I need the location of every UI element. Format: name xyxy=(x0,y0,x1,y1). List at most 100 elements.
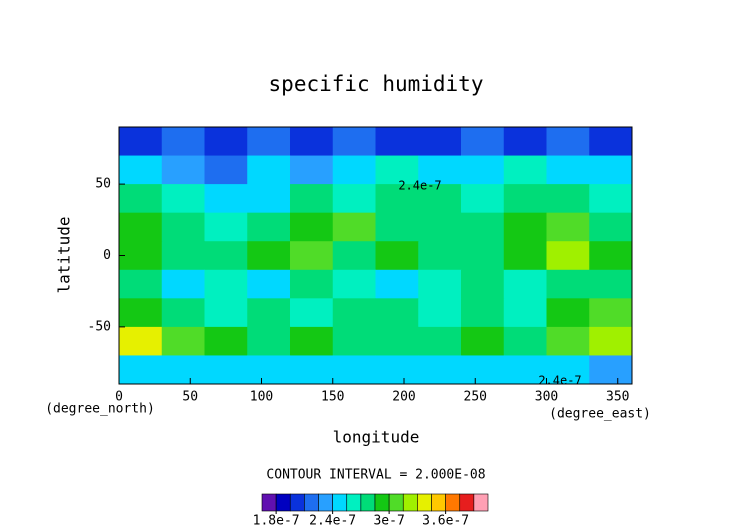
cell xyxy=(332,155,376,185)
cell xyxy=(546,326,590,356)
cell xyxy=(418,212,462,242)
cell xyxy=(247,127,291,157)
cell xyxy=(589,355,633,385)
cell xyxy=(332,241,376,271)
cell xyxy=(418,326,462,356)
cell xyxy=(204,298,248,328)
cell xyxy=(161,269,205,299)
cell xyxy=(461,298,505,328)
cell xyxy=(375,212,419,242)
cell xyxy=(546,241,590,271)
cell xyxy=(375,155,419,185)
contour-note: CONTOUR INTERVAL = 2.000E-08 xyxy=(266,468,485,483)
cell xyxy=(332,212,376,242)
colorbar-box xyxy=(360,493,376,512)
x-tick-label: 350 xyxy=(606,390,629,405)
y-units: (degree_north) xyxy=(45,402,155,417)
cell xyxy=(247,298,291,328)
cell xyxy=(375,269,419,299)
cell xyxy=(161,212,205,242)
colorbar-box xyxy=(417,493,432,512)
y-tick-label: -50 xyxy=(88,319,111,334)
contour-label: 2.4e-7 xyxy=(398,179,441,193)
cell xyxy=(161,326,205,356)
cell xyxy=(461,127,505,157)
colorbar-box xyxy=(346,493,362,512)
x-units: (degree_east) xyxy=(549,407,651,422)
cell xyxy=(375,184,419,214)
cell xyxy=(247,355,291,385)
cell xyxy=(204,127,248,157)
colorbar-box xyxy=(473,493,489,512)
cell xyxy=(375,326,419,356)
colorbar-tick-label: 3e-7 xyxy=(373,514,404,529)
cell xyxy=(290,241,334,271)
cell xyxy=(204,184,248,214)
cell xyxy=(119,184,163,214)
cell xyxy=(589,241,633,271)
colorbar-box xyxy=(261,493,277,512)
cell xyxy=(503,241,547,271)
cell xyxy=(332,298,376,328)
cell xyxy=(503,298,547,328)
cell xyxy=(161,184,205,214)
cell xyxy=(119,241,163,271)
colorbar-box xyxy=(332,493,348,512)
colorbar-box xyxy=(402,493,418,512)
colorbar-box xyxy=(318,493,333,512)
cell xyxy=(589,212,633,242)
x-tick-label: 300 xyxy=(535,390,558,405)
cell xyxy=(546,298,590,328)
cell xyxy=(247,212,291,242)
cell xyxy=(332,326,376,356)
cell xyxy=(119,326,163,356)
cell xyxy=(375,127,419,157)
cell xyxy=(119,127,163,157)
cell xyxy=(503,326,547,356)
cell xyxy=(204,355,248,385)
cell xyxy=(332,355,376,385)
cell xyxy=(546,212,590,242)
x-tick-label: 50 xyxy=(182,390,198,405)
colorbar-box xyxy=(388,493,404,512)
cell xyxy=(290,127,334,157)
cell xyxy=(589,326,633,356)
cell xyxy=(161,241,205,271)
cell xyxy=(503,269,547,299)
colorbar-box xyxy=(304,493,319,512)
colorbar-box xyxy=(374,493,390,512)
cell xyxy=(418,184,462,214)
y-tick-label: 50 xyxy=(95,177,111,192)
colorbar-tick-label: 2.4e-7 xyxy=(309,514,356,529)
cell xyxy=(290,155,334,185)
x-tick-label: 100 xyxy=(250,390,273,405)
cell xyxy=(546,269,590,299)
cell xyxy=(204,155,248,185)
cell xyxy=(247,241,291,271)
cell xyxy=(375,355,419,385)
cell xyxy=(546,127,590,157)
cell xyxy=(247,269,291,299)
cell xyxy=(503,212,547,242)
cell xyxy=(503,155,547,185)
cell xyxy=(247,155,291,185)
cell xyxy=(461,269,505,299)
cell xyxy=(332,127,376,157)
cell xyxy=(461,155,505,185)
cell xyxy=(204,326,248,356)
x-tick-label: 250 xyxy=(464,390,487,405)
cell xyxy=(418,298,462,328)
cell xyxy=(461,241,505,271)
cell xyxy=(290,298,334,328)
x-tick-label: 200 xyxy=(392,390,415,405)
cell xyxy=(247,184,291,214)
cell xyxy=(503,127,547,157)
cell xyxy=(503,355,547,385)
cell xyxy=(461,212,505,242)
cell xyxy=(290,326,334,356)
cell xyxy=(119,269,163,299)
cell xyxy=(161,355,205,385)
cell xyxy=(503,184,547,214)
colorbar-tick-label: 3.6e-7 xyxy=(422,514,469,529)
